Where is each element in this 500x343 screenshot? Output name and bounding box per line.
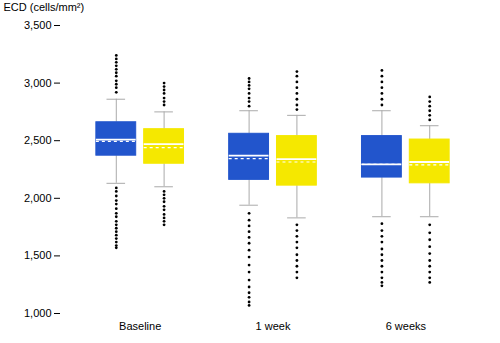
- svg-text:2,000: 2,000: [24, 192, 52, 204]
- svg-text:1 week: 1 week: [256, 320, 291, 332]
- svg-text:2,500: 2,500: [24, 134, 52, 146]
- svg-text:3,500: 3,500: [24, 19, 52, 31]
- svg-text:1,000: 1,000: [24, 307, 52, 319]
- svg-text:6 weeks: 6 weeks: [386, 320, 427, 332]
- svg-text:Baseline: Baseline: [119, 320, 161, 332]
- svg-text:3,000: 3,000: [24, 77, 52, 89]
- svg-text:1,500: 1,500: [24, 249, 52, 261]
- svg-text:ECD (cells/mm²): ECD (cells/mm²): [4, 1, 85, 13]
